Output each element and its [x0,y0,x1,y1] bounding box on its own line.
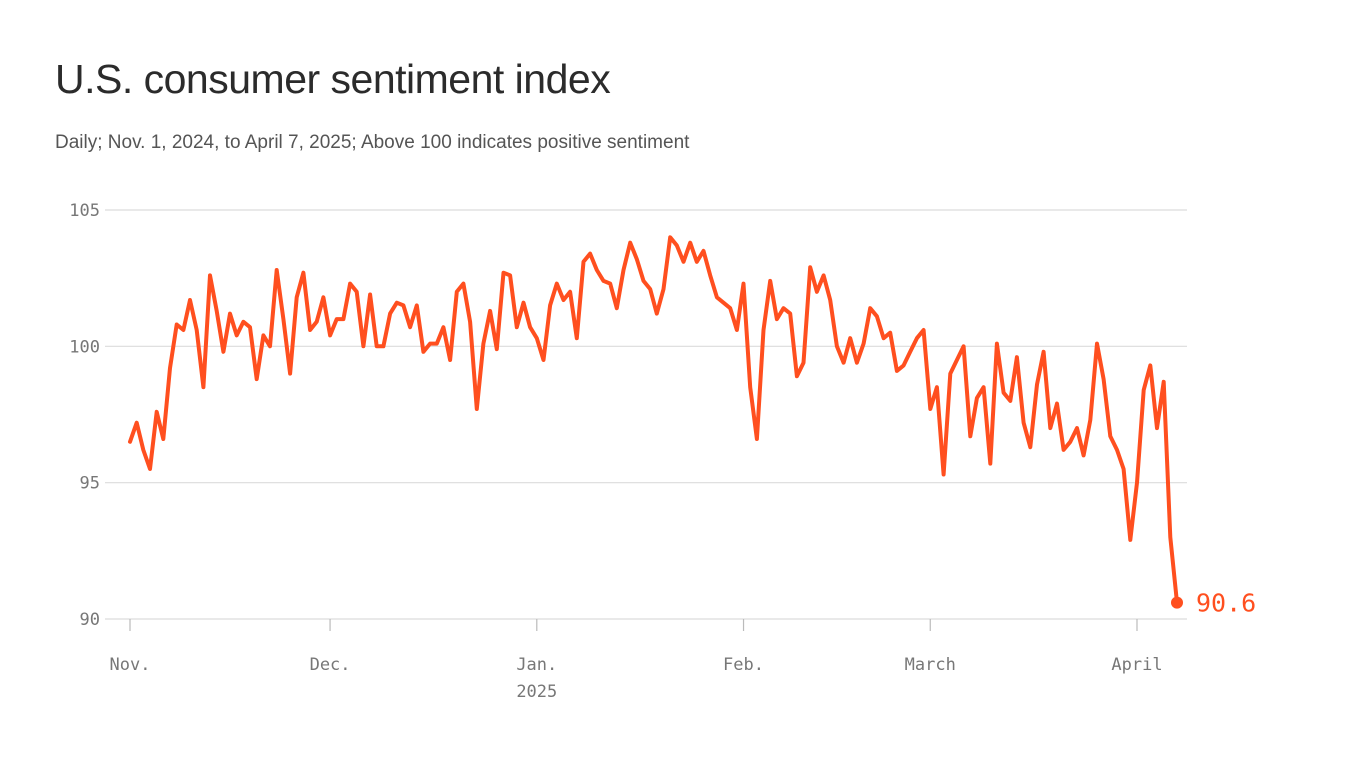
x-tick-sublabel: 2025 [516,682,557,702]
y-tick-label: 100 [69,337,100,357]
x-axis: Nov. Dec. Jan. 2025 Feb. March April [110,619,1163,702]
x-tick-label: Feb. [723,655,764,675]
y-tick-label: 105 [69,201,100,221]
y-axis: 90 95 100 105 [69,201,100,630]
x-tick-label: Jan. [516,655,557,675]
end-value-label: 90.6 [1196,589,1256,618]
y-tick-label: 95 [80,474,100,494]
series-line [128,235,1179,605]
x-tick-label: April [1111,655,1162,675]
chart-title: U.S. consumer sentiment index [55,56,611,102]
x-tick-label: March [905,655,956,675]
x-tick-label: Dec. [310,655,351,675]
chart-subtitle: Daily; Nov. 1, 2024, to April 7, 2025; A… [55,132,690,153]
x-tick-label: Nov. [110,655,151,675]
y-tick-label: 90 [80,610,100,630]
end-point-marker [1171,596,1183,609]
